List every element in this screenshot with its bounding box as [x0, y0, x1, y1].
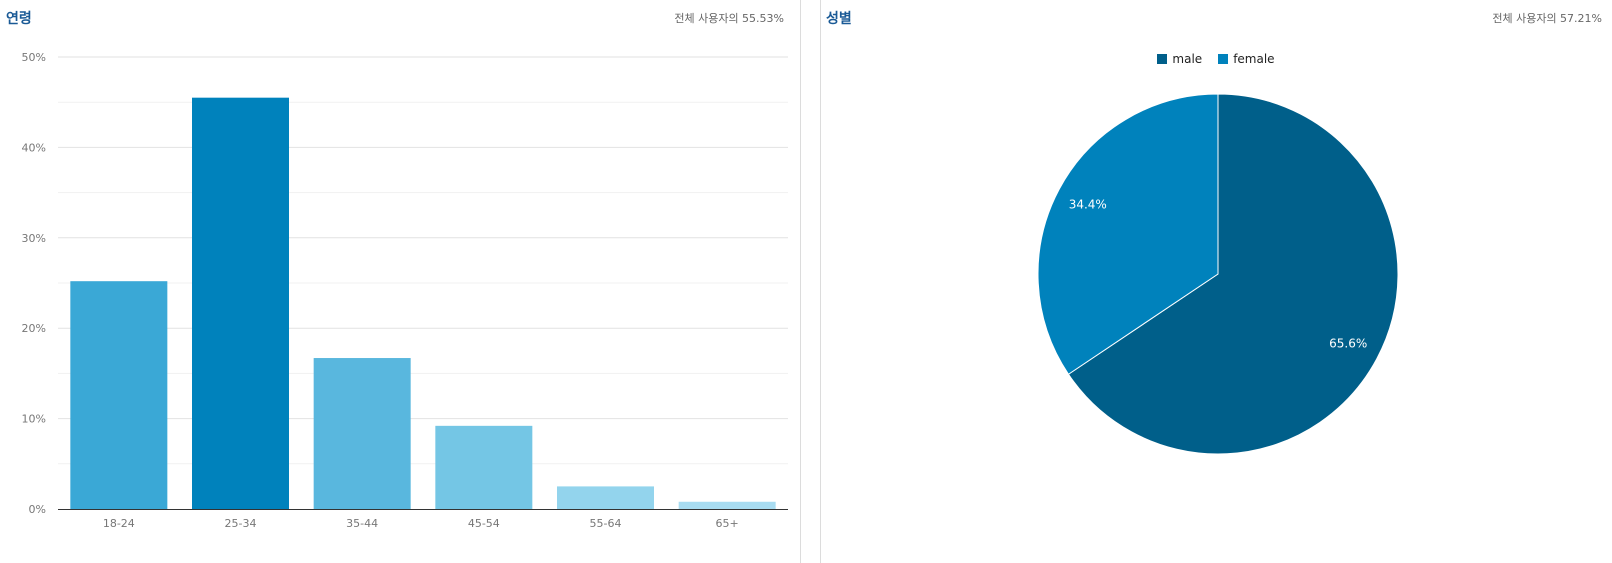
y-tick-label: 10% — [22, 413, 46, 426]
pie-slice-female — [1037, 93, 1219, 375]
bar — [435, 425, 533, 509]
pie-label: 34.4% — [1069, 198, 1107, 212]
y-tick-label: 30% — [22, 232, 46, 245]
x-tick-label: 25-34 — [225, 517, 257, 530]
panel-divider — [800, 0, 801, 563]
x-tick-label: 55-64 — [590, 517, 622, 530]
gender-panel-subtitle: 전체 사용자의 57.21% — [1492, 12, 1602, 25]
age-panel-subtitle: 전체 사용자의 55.53% — [674, 12, 784, 25]
bar — [678, 501, 776, 509]
gender-panel-title: 성별 — [826, 11, 852, 27]
pie-label: 65.6% — [1329, 336, 1367, 350]
bar — [557, 486, 654, 509]
legend-item-female[interactable]: female — [1218, 52, 1275, 66]
x-tick-label: 45-54 — [468, 517, 500, 530]
bar — [192, 97, 289, 510]
gender-pie-chart: 65.6% 34.4% — [1037, 93, 1399, 455]
y-tick-label: 0% — [29, 503, 46, 516]
bar — [313, 358, 411, 509]
x-tick-label: 35-44 — [346, 517, 378, 530]
x-tick-label: 18-24 — [103, 517, 135, 530]
legend-label: male — [1172, 52, 1203, 66]
legend-item-male[interactable]: male — [1157, 52, 1202, 66]
y-tick-label: 40% — [22, 141, 46, 154]
gender-legend: male female — [820, 52, 1612, 66]
legend-swatch — [1157, 54, 1168, 64]
gender-panel: 성별 전체 사용자의 57.21% male female 65.6% 34.4% — [820, 0, 1612, 563]
bar — [70, 281, 168, 509]
age-panel: 연령 전체 사용자의 55.53% 0% 10% 20% 30% 40% 50% 18-24… — [0, 0, 800, 563]
age-bar-chart: 0% 10% 20% 30% 40% 50% 18-24 25-34 35-44 45-54 55-… — [22, 51, 788, 530]
legend-swatch — [1218, 54, 1229, 64]
legend-label: female — [1233, 52, 1275, 66]
pie-slice-male — [1067, 93, 1399, 455]
panel-divider — [820, 0, 821, 563]
y-tick-label: 50% — [22, 51, 46, 64]
age-panel-title: 연령 — [6, 11, 32, 27]
y-tick-label: 20% — [22, 322, 46, 335]
x-tick-label: 65+ — [716, 517, 739, 530]
